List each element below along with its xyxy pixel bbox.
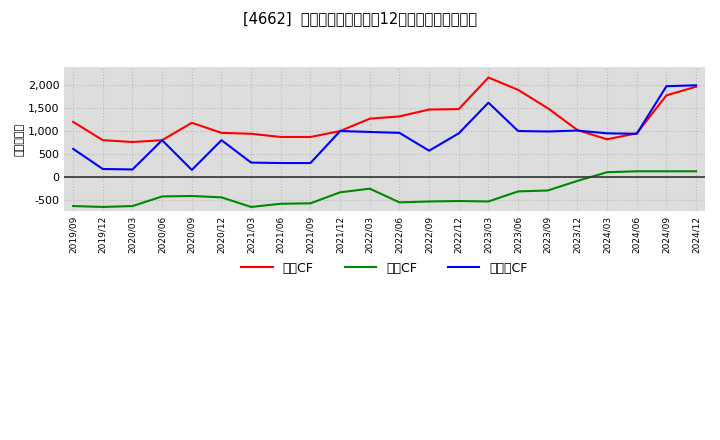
営業CF: [158, 138, 166, 143]
投資CF: [366, 186, 374, 191]
営業CF: [69, 119, 78, 125]
フリーCF: [99, 166, 107, 172]
営業CF: [366, 116, 374, 121]
営業CF: [395, 114, 404, 119]
フリーCF: [336, 128, 344, 134]
フリーCF: [247, 160, 256, 165]
フリーCF: [217, 138, 226, 143]
投資CF: [395, 200, 404, 205]
投資CF: [662, 169, 671, 174]
Line: 営業CF: 営業CF: [73, 77, 696, 142]
営業CF: [454, 106, 463, 112]
フリーCF: [514, 128, 523, 134]
フリーCF: [366, 129, 374, 135]
投資CF: [187, 193, 196, 198]
投資CF: [454, 198, 463, 204]
営業CF: [692, 84, 701, 89]
フリーCF: [603, 131, 611, 136]
投資CF: [336, 190, 344, 195]
投資CF: [217, 195, 226, 200]
フリーCF: [632, 131, 641, 136]
フリーCF: [276, 161, 285, 166]
フリーCF: [484, 100, 492, 105]
営業CF: [217, 130, 226, 136]
営業CF: [128, 139, 137, 145]
投資CF: [276, 201, 285, 206]
フリーCF: [544, 129, 552, 134]
投資CF: [632, 169, 641, 174]
投資CF: [484, 199, 492, 204]
営業CF: [544, 106, 552, 111]
営業CF: [603, 137, 611, 142]
営業CF: [662, 93, 671, 98]
営業CF: [99, 138, 107, 143]
投資CF: [692, 169, 701, 174]
フリーCF: [692, 83, 701, 88]
投資CF: [69, 203, 78, 209]
投資CF: [158, 194, 166, 199]
Y-axis label: （百万円）: （百万円）: [15, 122, 25, 156]
投資CF: [544, 188, 552, 193]
投資CF: [514, 189, 523, 194]
投資CF: [603, 169, 611, 175]
Line: フリーCF: フリーCF: [73, 85, 696, 170]
営業CF: [247, 131, 256, 136]
フリーCF: [306, 161, 315, 166]
Text: [4662]  キャッシュフローの12か月移動合計の推移: [4662] キャッシュフローの12か月移動合計の推移: [243, 11, 477, 26]
営業CF: [632, 131, 641, 136]
Line: 投資CF: 投資CF: [73, 171, 696, 207]
フリーCF: [158, 138, 166, 143]
フリーCF: [454, 131, 463, 136]
営業CF: [336, 128, 344, 134]
フリーCF: [69, 146, 78, 151]
フリーCF: [395, 130, 404, 136]
営業CF: [276, 134, 285, 139]
Legend: 営業CF, 投資CF, フリーCF: 営業CF, 投資CF, フリーCF: [236, 257, 533, 280]
投資CF: [425, 199, 433, 204]
フリーCF: [187, 167, 196, 172]
営業CF: [514, 87, 523, 92]
投資CF: [99, 204, 107, 209]
営業CF: [573, 128, 582, 133]
フリーCF: [573, 128, 582, 133]
投資CF: [247, 204, 256, 209]
営業CF: [484, 75, 492, 80]
投資CF: [306, 201, 315, 206]
営業CF: [425, 107, 433, 112]
営業CF: [306, 134, 315, 139]
フリーCF: [128, 167, 137, 172]
投資CF: [128, 203, 137, 209]
フリーCF: [425, 148, 433, 154]
投資CF: [573, 178, 582, 183]
フリーCF: [662, 84, 671, 89]
営業CF: [187, 120, 196, 125]
